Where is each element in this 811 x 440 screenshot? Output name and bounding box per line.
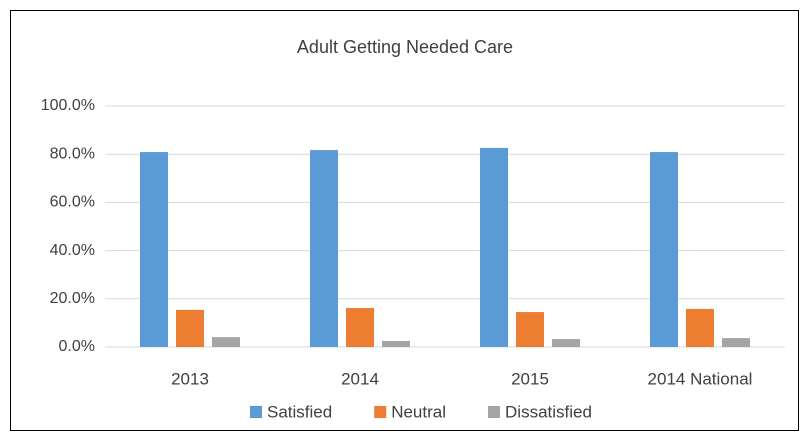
x-tick-label: 2014 National: [648, 369, 753, 388]
legend-swatch: [488, 406, 501, 418]
y-tick-label: 60.0%: [50, 194, 95, 211]
legend-swatch: [374, 406, 387, 418]
chart-title: Adult Getting Needed Care: [297, 37, 513, 57]
bar: [650, 152, 678, 347]
y-tick-label: 40.0%: [50, 242, 95, 259]
bar: [382, 340, 410, 347]
x-tick-label: 2014: [341, 369, 379, 388]
bar: [686, 308, 714, 347]
bar: [552, 339, 580, 347]
legend-label: Satisfied: [267, 402, 332, 421]
bar: [176, 309, 204, 347]
legend-label: Dissatisfied: [505, 402, 592, 421]
chart-border: [10, 10, 799, 431]
bar: [722, 338, 750, 347]
y-tick-label: 80.0%: [50, 145, 95, 162]
legend-label: Neutral: [391, 402, 446, 421]
y-tick-label: 100.0%: [41, 97, 95, 114]
bar: [516, 312, 544, 347]
bar: [346, 307, 374, 347]
legend-swatch: [250, 406, 262, 418]
y-tick-label: 20.0%: [50, 290, 95, 307]
x-tick-label: 2013: [171, 369, 209, 388]
bar: [310, 150, 338, 347]
x-tick-label: 2015: [511, 369, 549, 388]
bar: [212, 337, 240, 347]
bar: [480, 147, 508, 347]
y-tick-label: 0.0%: [59, 338, 95, 355]
bar: [140, 152, 168, 347]
